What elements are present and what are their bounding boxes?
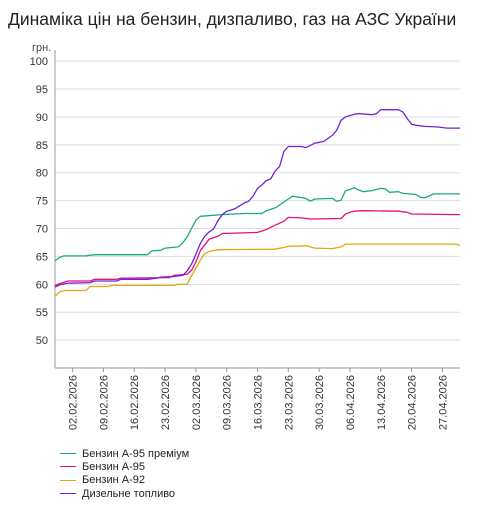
y-tick-label: 60 xyxy=(36,279,48,291)
legend-swatch xyxy=(60,466,76,468)
x-tick-label: 13.04.2026 xyxy=(376,375,388,430)
y-tick-label: 80 xyxy=(36,168,48,180)
series-line-3 xyxy=(54,243,461,298)
legend-item: Бензин А-95 xyxy=(60,460,189,473)
y-tick-label: 70 xyxy=(36,224,48,236)
series-line-4 xyxy=(54,109,460,288)
chart-title: Динаміка цін на бензин, дизпаливо, газ н… xyxy=(8,9,457,29)
x-tick-label: 23.03.2026 xyxy=(283,375,295,430)
y-tick-label: 55 xyxy=(36,307,48,319)
x-tick-label: 09.03.2026 xyxy=(222,375,234,430)
legend-label: Бензин А-92 xyxy=(82,474,145,487)
legend-swatch xyxy=(60,479,76,481)
legend-label: Бензин А-95 преміум xyxy=(82,447,190,460)
x-tick-label: 20.04.2026 xyxy=(407,375,419,430)
chart-legend: Бензин А-95 преміум Бензин А-95 Бензин А-9… xyxy=(60,447,189,500)
legend-swatch xyxy=(60,453,76,455)
y-tick-label: 100 xyxy=(30,56,48,68)
x-tick-label: 02.03.2026 xyxy=(191,375,203,430)
x-tick-label: 16.02.2026 xyxy=(129,375,141,430)
legend-item: Бензин А-92 xyxy=(60,474,189,487)
legend-swatch xyxy=(60,493,76,495)
y-axis-label: грн. xyxy=(32,42,52,54)
y-tick-label: 85 xyxy=(36,140,48,152)
x-tick-label: 30.03.2026 xyxy=(314,375,326,430)
x-tick-label: 09.02.2026 xyxy=(98,375,110,430)
x-tick-label: 16.03.2026 xyxy=(253,375,265,430)
legend-item: Дизельне топливо xyxy=(60,487,189,500)
y-tick-label: 95 xyxy=(36,84,48,96)
legend-label: Бензин А-95 xyxy=(82,460,145,473)
series-line-2 xyxy=(54,210,461,287)
legend-item: Бензин А-95 преміум xyxy=(60,447,189,460)
series-line-1 xyxy=(54,187,460,262)
y-tick-label: 50 xyxy=(36,335,48,347)
y-tick-label: 75 xyxy=(36,196,48,208)
x-tick-label: 02.02.2026 xyxy=(68,375,80,430)
x-tick-label: 23.02.2026 xyxy=(160,375,172,430)
y-tick-label: 90 xyxy=(36,112,48,124)
x-tick-label: 06.04.2026 xyxy=(345,375,357,430)
y-tick-label: 65 xyxy=(36,251,48,263)
legend-label: Дизельне топливо xyxy=(82,487,176,500)
x-tick-label: 27.04.2026 xyxy=(437,375,449,430)
